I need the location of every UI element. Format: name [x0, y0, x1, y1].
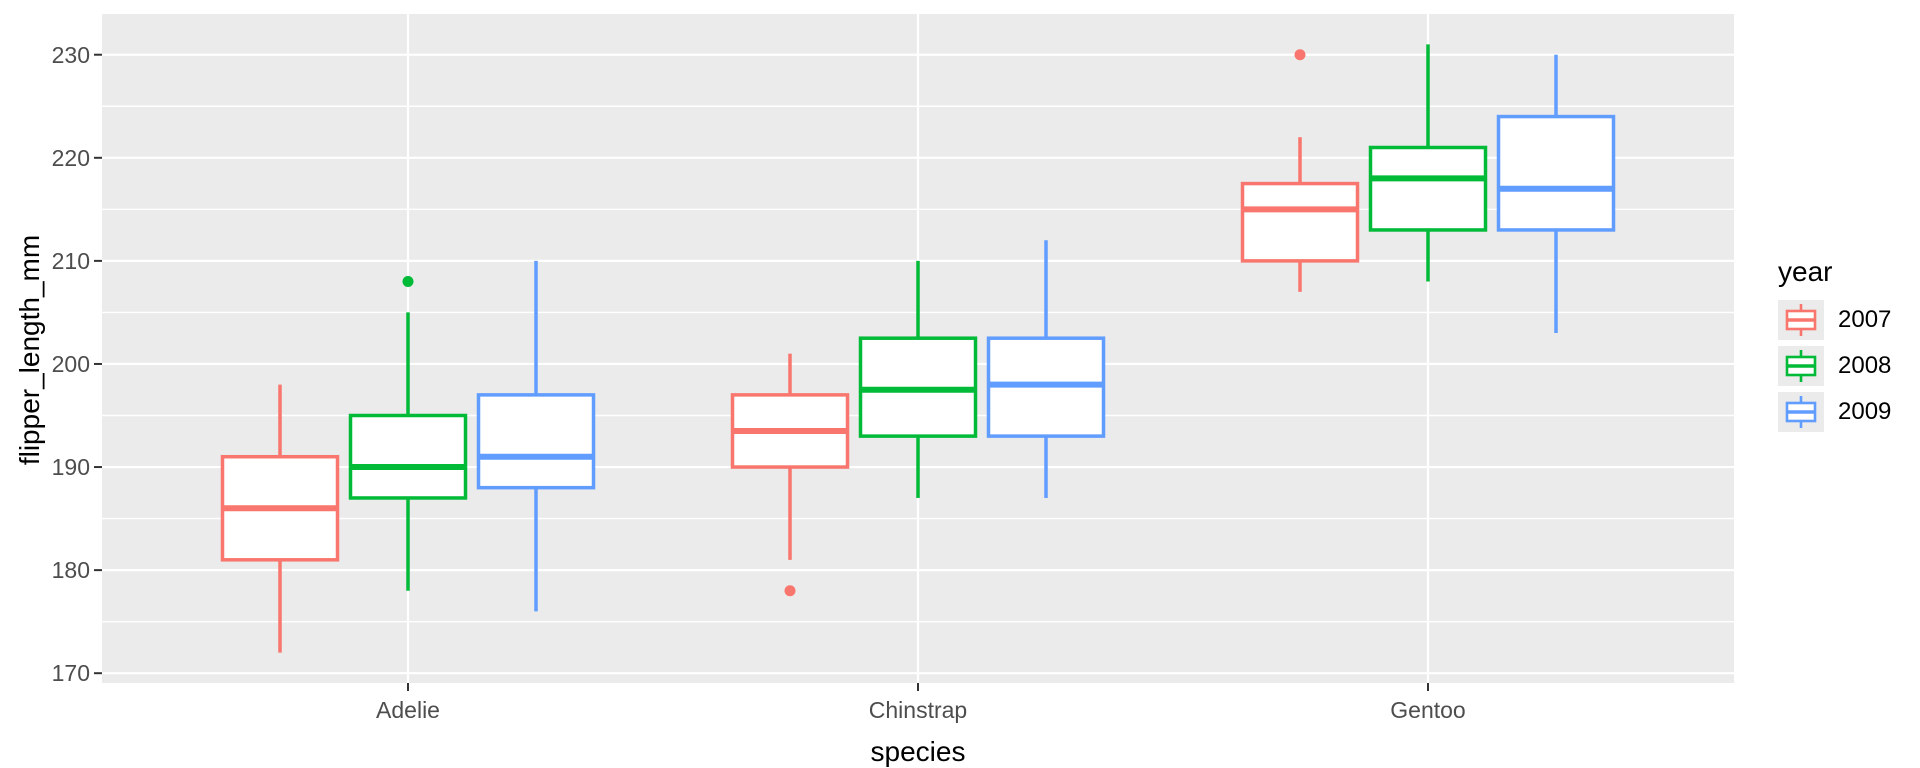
legend-key-boxplot-icon [1778, 346, 1824, 386]
box-rect [476, 393, 596, 490]
box-rect [1496, 114, 1616, 232]
box-gentoo-2009 [1496, 54, 1616, 334]
legend-item-2007: 2007 [1778, 300, 1891, 340]
legend-item-list: 2007 2008 2009 [1778, 300, 1891, 432]
y-tick-label-220: 220 [51, 144, 90, 171]
y-tick-label-190: 190 [51, 454, 90, 481]
outlier-point [402, 275, 414, 287]
box-gentoo-2007 [1240, 49, 1360, 292]
boxplot-glyph-icon [1785, 350, 1817, 382]
x-axis-title: species [870, 736, 966, 767]
boxplot-glyph-icon [1785, 396, 1817, 428]
y-tick-label-180: 180 [51, 557, 90, 584]
box-rect [348, 413, 468, 500]
legend-key-boxplot-icon [1778, 392, 1824, 432]
x-tick-label-adelie: Adelie [376, 697, 440, 723]
legend-label-2007: 2007 [1838, 306, 1892, 333]
legend-label-2009: 2009 [1838, 398, 1892, 425]
box-rect [1240, 181, 1360, 263]
boxplot-glyph-icon [1785, 304, 1817, 336]
box-chinstrap-2009 [986, 240, 1106, 498]
y-tick-label-200: 200 [51, 350, 90, 377]
legend-title: year [1778, 256, 1833, 287]
box-adelie-2007 [220, 384, 340, 653]
legend-item-2009: 2009 [1778, 392, 1891, 432]
x-tick-label-chinstrap: Chinstrap [868, 697, 968, 723]
y-tick-label-210: 210 [51, 247, 90, 274]
box-gentoo-2008 [1368, 44, 1488, 282]
box-adelie-2008 [348, 275, 468, 591]
y-axis-title: flipper_length_mm [14, 234, 45, 466]
outlier-point [1294, 49, 1306, 61]
legend-item-2008: 2008 [1778, 346, 1891, 386]
box-chinstrap-2007 [730, 353, 850, 597]
legend-key-boxplot-icon [1778, 300, 1824, 340]
y-tick-label-170: 170 [51, 660, 90, 687]
legend: year 2007 2008 2009 [1778, 256, 1891, 432]
y-tick-label-230: 230 [51, 41, 90, 68]
legend-label-2008: 2008 [1838, 352, 1892, 379]
box-rect [1368, 145, 1488, 232]
x-tick-label-gentoo: Gentoo [1390, 697, 1466, 723]
box-chinstrap-2008 [858, 260, 978, 498]
outlier-point [784, 585, 796, 597]
box-adelie-2009 [476, 260, 596, 612]
